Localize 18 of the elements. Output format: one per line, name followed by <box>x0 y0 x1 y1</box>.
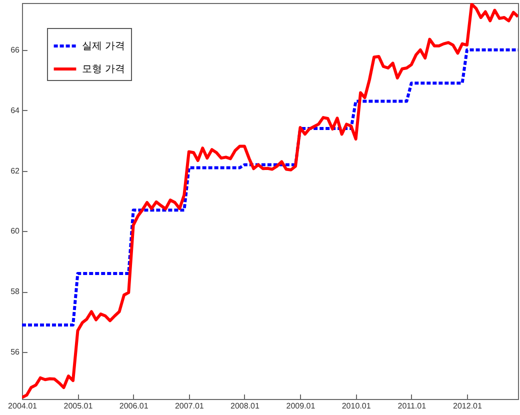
x-tick-label: 2006.01 <box>119 402 149 410</box>
x-tick-label: 2008.01 <box>230 402 260 410</box>
line-series <box>22 3 518 399</box>
y-tick-label: 62 <box>10 166 20 176</box>
legend-label: 실제 가격 <box>82 41 126 52</box>
y-tick-label: 56 <box>10 348 20 357</box>
x-tick-label: 2011.01 <box>398 402 427 410</box>
x-tick-label: 2010.01 <box>342 402 372 410</box>
y-tick-label: 66 <box>10 45 20 54</box>
x-tick-label: 2005.01 <box>64 402 94 410</box>
y-tick-label: 64 <box>10 106 20 115</box>
x-tick-label: 2007.01 <box>174 402 204 410</box>
x-tick-label: 2009.01 <box>286 402 316 410</box>
y-tick-label: 58 <box>10 287 20 296</box>
x-tick-label: 2012.01 <box>453 402 482 410</box>
x-tick-label: 2004.01 <box>8 402 38 410</box>
y-tick-label: 60 <box>10 226 20 236</box>
legend-label: 모형 가격 <box>82 64 126 75</box>
